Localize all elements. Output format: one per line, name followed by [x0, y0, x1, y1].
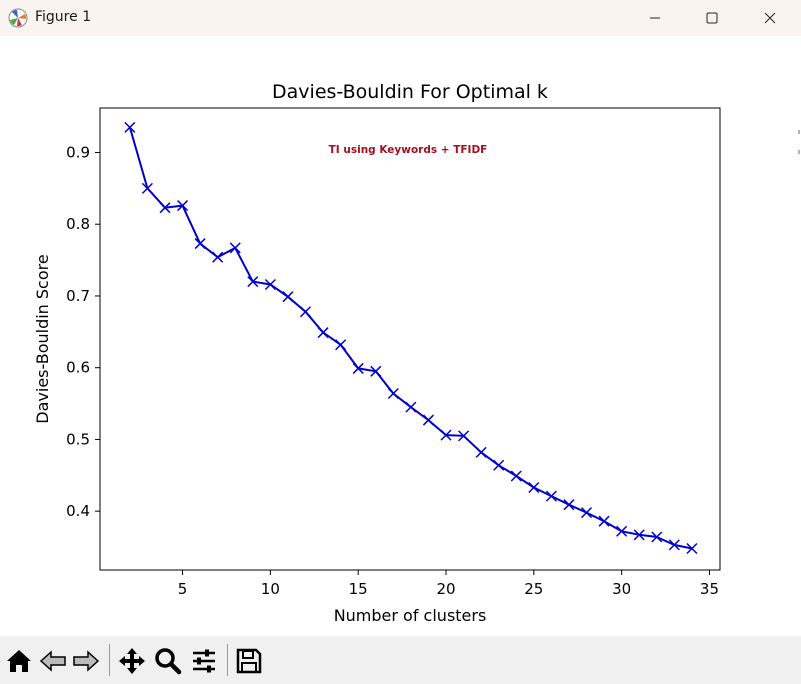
series-line: [128, 127, 693, 550]
y-tick-label: 0.8: [66, 215, 90, 233]
title-bar: Figure 1: [0, 0, 801, 36]
close-button[interactable]: [741, 0, 799, 36]
y-tick-label: 0.6: [66, 359, 90, 377]
x-axis-label: Number of clusters: [334, 606, 487, 625]
save-icon: [236, 648, 262, 674]
data-point: [387, 387, 399, 400]
data-point: [229, 242, 241, 254]
x-axis: 5 10 15 20 25 30 35: [178, 570, 719, 598]
x-tick-label: 35: [700, 580, 719, 598]
chart: Davies-Bouldin For Optimal k TI using Ke…: [33, 81, 721, 625]
x-tick-label: 25: [524, 580, 543, 598]
chart-annotation: TI using Keywords + TFIDF: [329, 144, 488, 156]
home-button[interactable]: [4, 646, 34, 676]
zoom-button[interactable]: [153, 646, 183, 676]
data-point: [580, 507, 593, 519]
data-point: [177, 200, 189, 212]
data-point: [124, 121, 136, 133]
toolbar-separator: [109, 644, 110, 676]
close-icon: [764, 12, 776, 24]
chart-title: Davies-Bouldin For Optimal k: [272, 81, 548, 103]
series-markers: [124, 121, 698, 555]
x-tick-label: 15: [349, 580, 368, 598]
data-point: [475, 446, 487, 458]
data-point: [422, 414, 434, 426]
back-icon: [39, 650, 66, 672]
data-point: [141, 182, 153, 194]
data-point: [545, 490, 557, 502]
data-point: [563, 499, 575, 511]
data-point: [493, 459, 505, 471]
save-button[interactable]: [234, 646, 264, 676]
minimize-button[interactable]: [626, 0, 684, 36]
window-title: Figure 1: [35, 9, 92, 25]
minimize-icon: [650, 17, 660, 19]
y-axis-label: Davies-Bouldin Score: [33, 254, 52, 423]
toolbar-separator: [227, 644, 228, 676]
data-point: [405, 401, 417, 413]
x-tick-label: 5: [178, 580, 188, 598]
maximize-button[interactable]: [683, 0, 741, 36]
x-tick-label: 10: [261, 580, 280, 598]
data-point: [458, 430, 470, 442]
maximize-icon: [706, 12, 718, 24]
configure-subplots-button[interactable]: [189, 646, 219, 676]
data-point: [686, 542, 698, 555]
data-point: [247, 276, 259, 288]
data-point: [528, 481, 540, 494]
data-point: [282, 291, 294, 303]
plot-frame: [99, 107, 721, 571]
data-point: [212, 251, 224, 263]
data-point: [317, 327, 329, 339]
configure-subplots-icon: [193, 649, 215, 673]
matplotlib-icon: [8, 8, 28, 28]
data-point: [264, 278, 276, 291]
zoom-icon: [155, 648, 182, 675]
y-tick-label: 0.7: [66, 287, 90, 305]
data-point: [299, 306, 312, 318]
data-point: [194, 238, 206, 250]
forward-button[interactable]: [71, 646, 101, 676]
data-point: [598, 515, 610, 527]
x-tick-label: 30: [612, 580, 631, 598]
data-point: [616, 525, 628, 537]
navigation-toolbar: [0, 636, 801, 684]
data-point: [633, 529, 645, 541]
y-tick-label: 0.9: [66, 143, 90, 161]
y-tick-label: 0.5: [66, 430, 90, 448]
pan-button[interactable]: [117, 646, 147, 676]
back-button[interactable]: [38, 646, 68, 676]
data-point: [370, 365, 382, 377]
y-tick-label: 0.4: [66, 502, 90, 520]
data-point: [651, 531, 663, 543]
data-point: [335, 339, 347, 351]
window-edge-marks: [798, 130, 800, 154]
data-point: [352, 362, 364, 374]
data-point: [510, 470, 522, 482]
pan-icon: [119, 648, 145, 674]
x-tick-label: 20: [436, 580, 455, 598]
data-point: [159, 202, 171, 214]
data-point: [440, 429, 452, 441]
home-icon: [7, 650, 31, 672]
y-axis: 0.4 0.5 0.6 0.7 0.8 0.9: [66, 143, 100, 520]
data-point: [668, 539, 680, 551]
forward-icon: [73, 650, 100, 672]
figure-canvas: Davies-Bouldin For Optimal k TI using Ke…: [0, 36, 801, 636]
